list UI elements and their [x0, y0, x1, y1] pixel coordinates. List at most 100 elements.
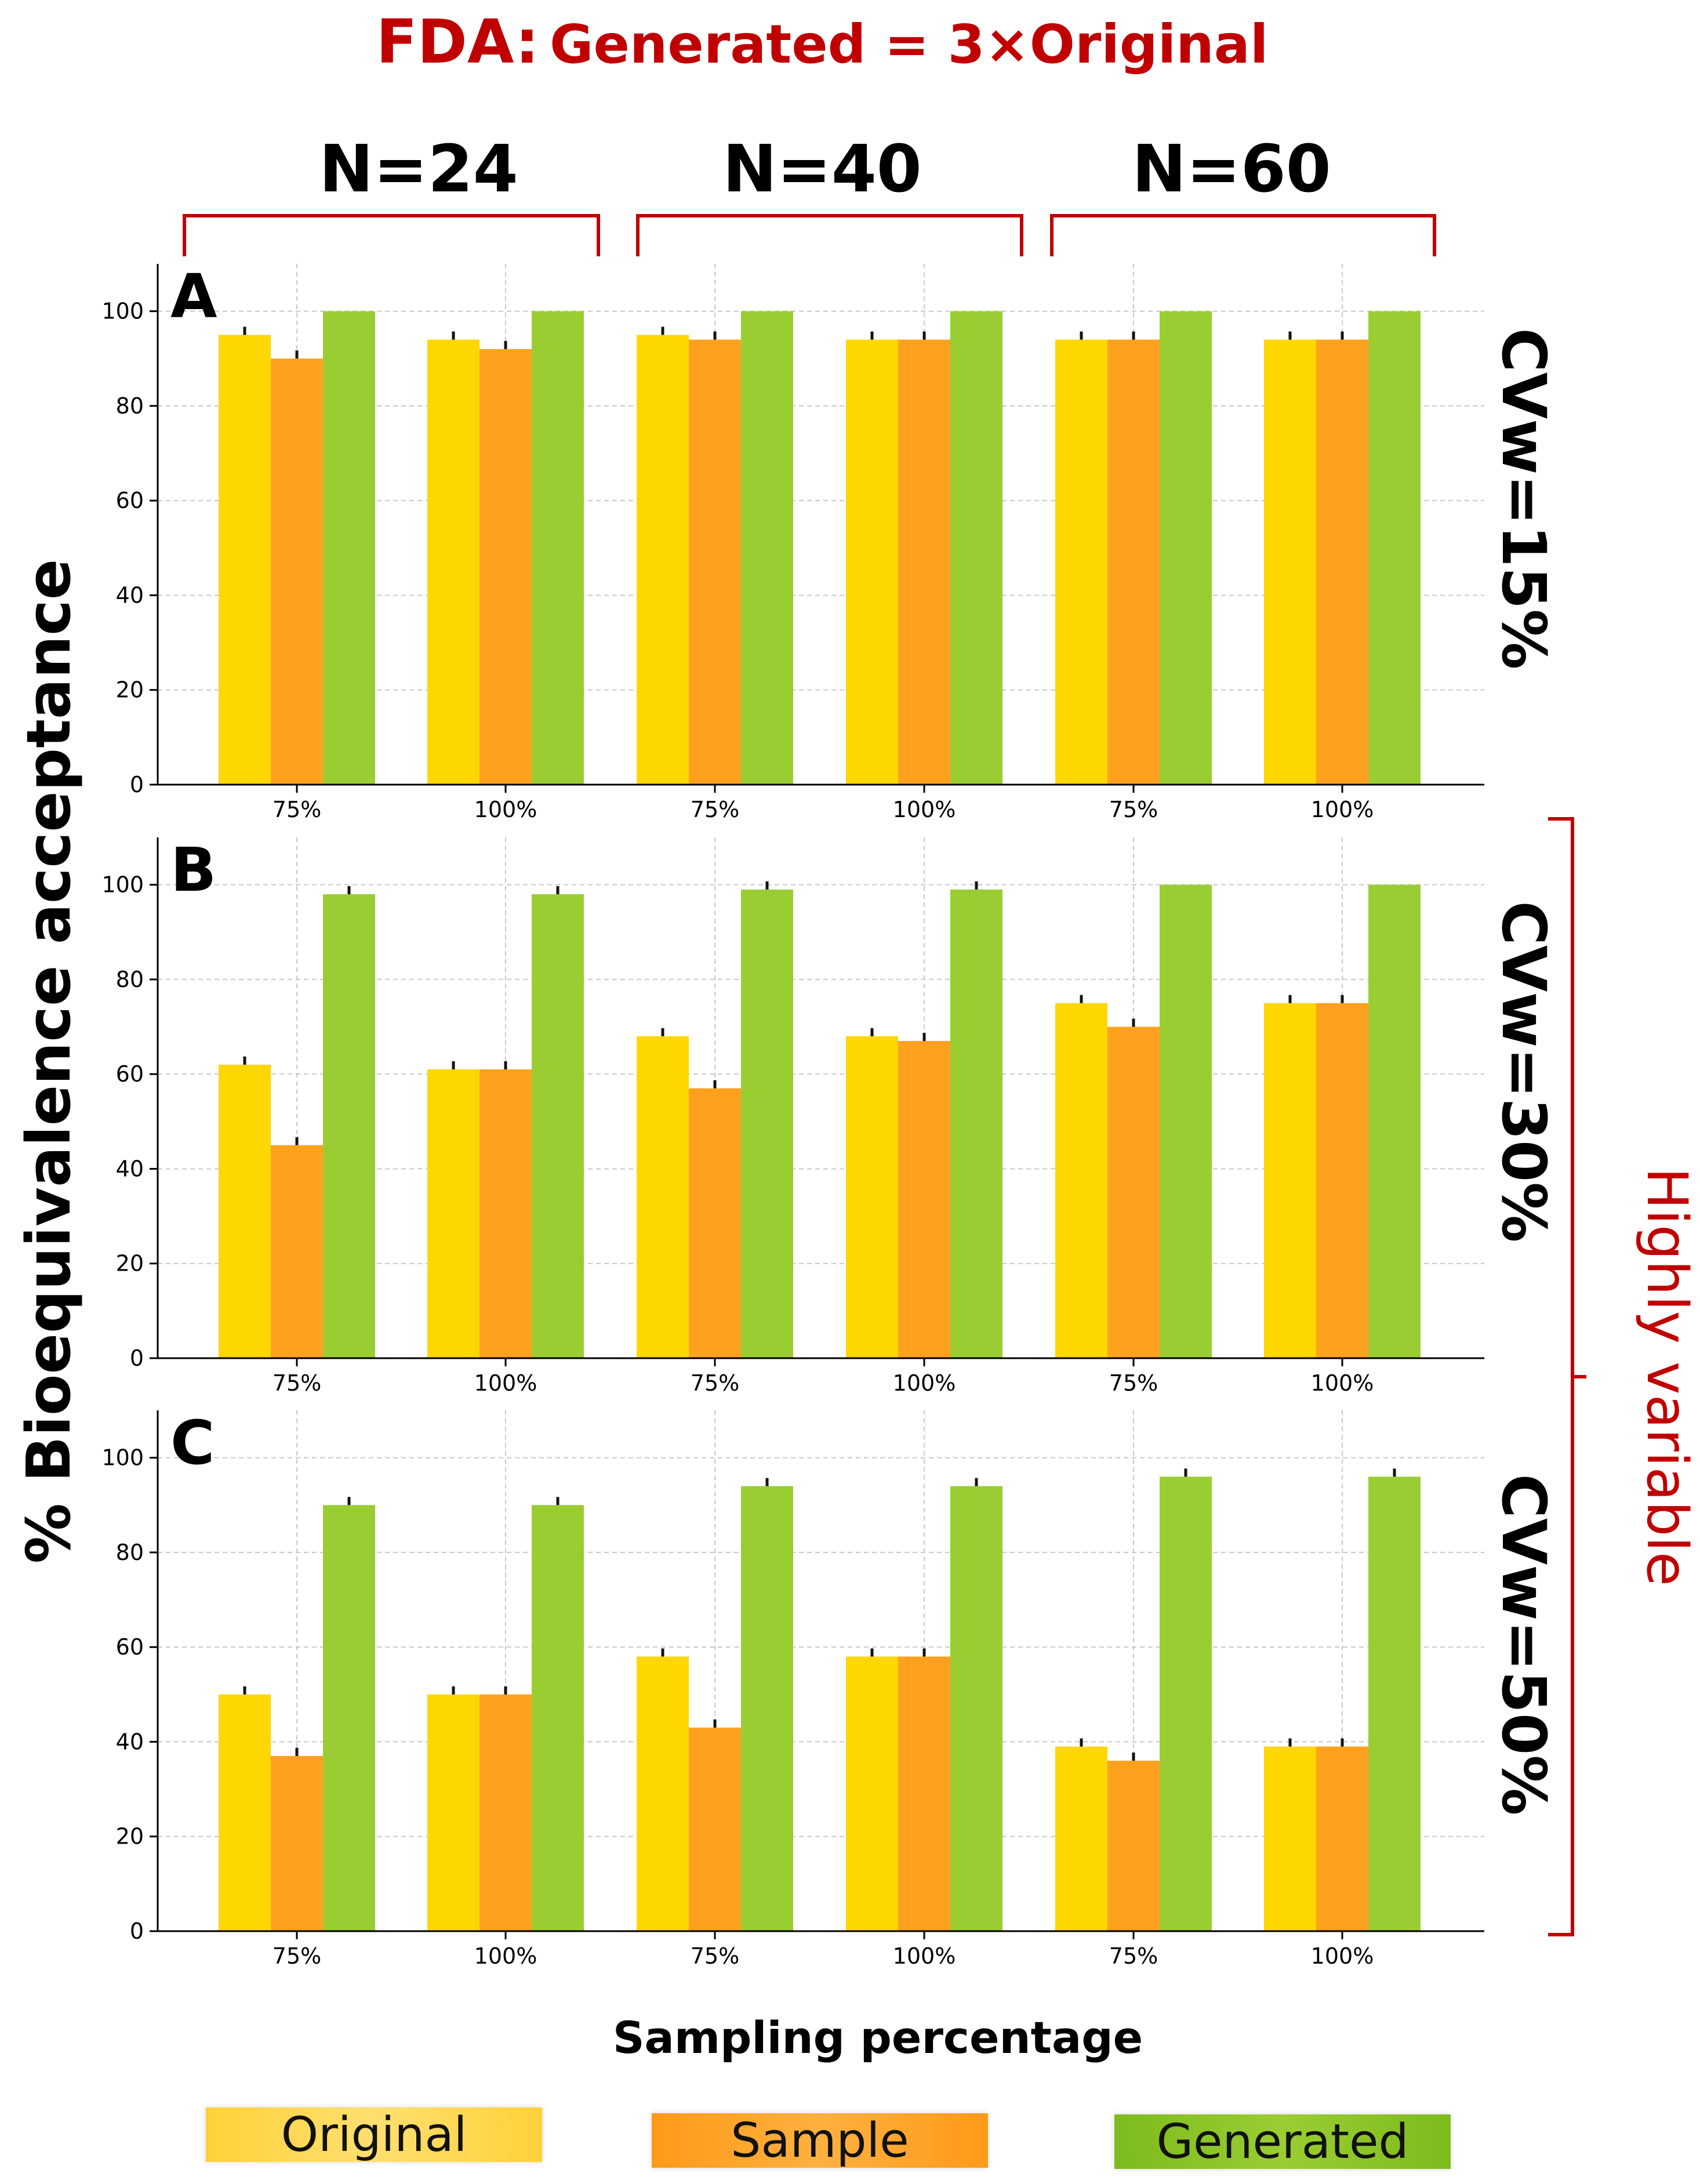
bar-b-sample-1 [271, 1145, 323, 1358]
legend-generated-label: Generated [1156, 2114, 1409, 2170]
y-tick-label: 100 [101, 299, 144, 324]
x-tick-label: 75% [691, 797, 739, 822]
x-tick-label: 75% [273, 797, 321, 822]
bar-b-sample-2 [480, 1069, 532, 1358]
bar-a-generated-6 [1368, 311, 1421, 785]
group-label-n60: N=60 [1132, 132, 1331, 207]
bar-a-generated-4 [950, 311, 1002, 785]
highly-variable-bracket [1548, 817, 1586, 1936]
title-prefix: FDA: [376, 6, 539, 77]
bar-c-sample-4 [898, 1656, 950, 1931]
bar-a-sample-3 [689, 339, 741, 785]
y-tick-label: 0 [130, 1345, 144, 1371]
x-tick-label: 100% [893, 797, 956, 822]
row-label-cvw50: CVw=50% [1488, 1474, 1559, 1816]
bar-c-sample-3 [689, 1727, 741, 1931]
bar-b-sample-4 [898, 1041, 950, 1358]
bar-c-original-6 [1264, 1746, 1316, 1931]
legend-sample-label: Sample [731, 2113, 909, 2168]
axes [157, 1410, 1484, 1932]
y-tick-label: 100 [101, 1445, 144, 1471]
x-tick-label: 100% [893, 1370, 956, 1396]
y-tick-label: 100 [101, 872, 144, 898]
bar-c-generated-6 [1368, 1476, 1421, 1931]
legend-sample: Sample [652, 2113, 988, 2168]
x-tick-label: 100% [1311, 797, 1374, 822]
bar-c-original-1 [219, 1694, 271, 1931]
y-tick-label: 20 [116, 677, 144, 703]
group-bracket-n60 [1050, 214, 1436, 256]
y-tick-label: 0 [130, 1918, 144, 1944]
x-tick-label: 100% [474, 1943, 537, 1969]
bar-c-original-4 [846, 1656, 898, 1931]
bar-a-generated-2 [532, 311, 584, 785]
panel-c: 0 20 40 60 80 100 75% 100% 75% 100% 75% 100% C [101, 1407, 1484, 1969]
bar-c-generated-5 [1160, 1476, 1212, 1931]
group-bracket-n24 [183, 214, 600, 256]
bar-b-generated-4 [950, 889, 1002, 1358]
y-tick-label: 60 [116, 488, 144, 513]
bar-c-generated-4 [950, 1486, 1002, 1931]
bar-c-sample-6 [1316, 1746, 1368, 1931]
y-tick-label: 40 [116, 1156, 144, 1181]
row-label-cvw15: CVw=15% [1488, 328, 1559, 670]
y-tick-label: 40 [116, 1729, 144, 1754]
panel-letter-c: C [170, 1407, 215, 1478]
row-label-cvw30: CVw=30% [1488, 901, 1559, 1243]
bar-c-generated-3 [741, 1486, 793, 1931]
panel-letter-b: B [170, 835, 216, 905]
x-axis-label: Sampling percentage [613, 2012, 1143, 2063]
bar-b-generated-3 [741, 889, 793, 1358]
bar-a-original-5 [1055, 339, 1107, 785]
highly-variable-label: Highly variable [1634, 1167, 1699, 1586]
x-tick-label: 100% [1311, 1943, 1374, 1969]
y-tick-label: 80 [116, 393, 144, 419]
y-tick-label: 80 [116, 1540, 144, 1565]
legend-generated: Generated [1114, 2114, 1451, 2170]
bar-a-generated-1 [323, 311, 375, 785]
bar-a-sample-4 [898, 339, 950, 785]
bar-a-sample-6 [1316, 339, 1368, 785]
group-bracket-n40 [636, 214, 1023, 256]
x-tick-label: 75% [273, 1370, 321, 1396]
bar-a-sample-2 [480, 349, 532, 785]
bar-b-original-5 [1055, 1003, 1107, 1358]
bar-a-original-4 [846, 339, 898, 785]
bar-b-original-2 [427, 1069, 480, 1358]
bar-c-sample-2 [480, 1694, 532, 1931]
x-tick-label: 100% [474, 1370, 537, 1396]
x-tick-label: 75% [691, 1943, 739, 1969]
bar-a-generated-5 [1160, 311, 1212, 785]
group-label-n40: N=40 [722, 132, 921, 207]
bar-b-sample-5 [1107, 1026, 1160, 1358]
y-tick-label: 60 [116, 1634, 144, 1660]
bar-a-generated-3 [741, 311, 793, 785]
bar-b-sample-3 [689, 1088, 741, 1358]
x-tick-label: 100% [474, 797, 537, 822]
bar-a-original-6 [1264, 339, 1316, 785]
y-tick-label: 80 [116, 967, 144, 992]
panel-letter-a: A [170, 261, 217, 332]
bar-b-generated-2 [532, 894, 584, 1358]
bar-a-original-3 [637, 335, 689, 785]
bar-a-original-2 [427, 339, 480, 785]
y-tick-label: 40 [116, 582, 144, 608]
group-label-n24: N=24 [319, 132, 518, 207]
bar-c-original-2 [427, 1694, 480, 1931]
bar-c-original-5 [1055, 1746, 1107, 1931]
title-rest: Generated = 3×Original [550, 13, 1268, 75]
x-tick-label: 75% [1109, 797, 1158, 822]
chart-title: FDA: Generated = 3×Original [376, 6, 1269, 77]
x-tick-label: 75% [1109, 1370, 1158, 1396]
bar-a-sample-1 [271, 358, 323, 785]
y-tick-label: 20 [116, 1251, 144, 1276]
x-tick-label: 100% [893, 1943, 956, 1969]
bar-b-generated-5 [1160, 884, 1212, 1358]
bar-b-original-6 [1264, 1003, 1316, 1358]
panel-b: 0 20 40 60 80 100 75% 100% 75% 100% 75% 100% B [101, 835, 1484, 1396]
bar-c-original-3 [637, 1656, 689, 1931]
axes [157, 264, 1484, 786]
bar-b-original-4 [846, 1036, 898, 1358]
bar-b-original-1 [219, 1064, 271, 1358]
